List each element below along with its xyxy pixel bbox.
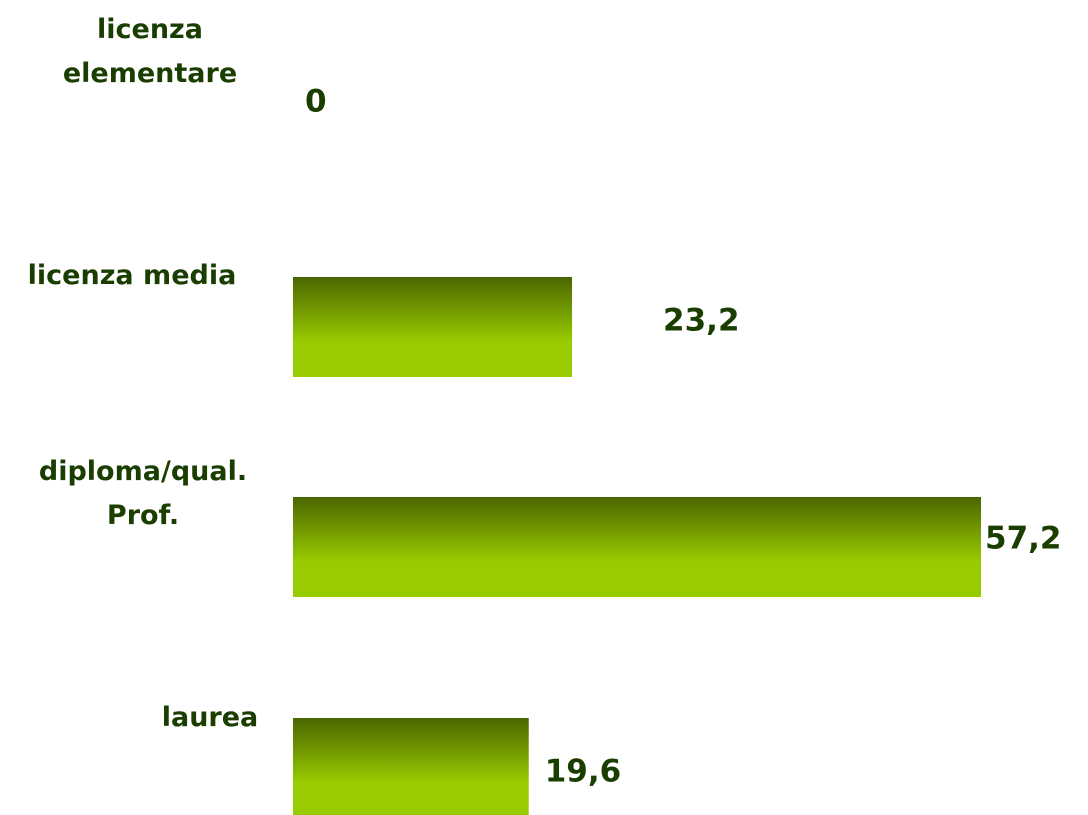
category-label: licenza media <box>27 260 237 291</box>
bar <box>293 277 573 377</box>
category-label: diploma/qual. Prof. <box>38 456 248 531</box>
value-label: 57,2 <box>985 521 1062 557</box>
category-label: laurea <box>161 702 259 733</box>
value-label: 0 <box>305 84 327 120</box>
value-label: 19,6 <box>545 754 622 790</box>
value-label: 23,2 <box>663 303 740 339</box>
bar <box>293 718 529 815</box>
category-label: licenza elementare <box>62 14 238 89</box>
bar <box>293 497 981 597</box>
